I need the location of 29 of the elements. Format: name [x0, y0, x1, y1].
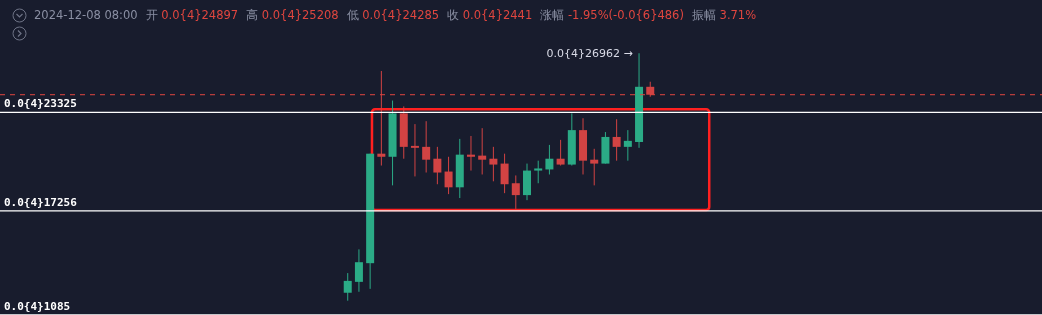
candlestick	[410, 123, 419, 177]
ref-line-label: 0.0{4}1085	[4, 300, 71, 313]
text: 高 0.0{4}25208	[246, 8, 339, 22]
candlestick	[478, 127, 487, 175]
candlestick	[489, 146, 498, 182]
candlestick	[377, 70, 386, 167]
candlestick	[612, 118, 621, 162]
candlestick	[343, 272, 352, 302]
candlestick	[500, 153, 509, 194]
candlestick	[545, 144, 554, 175]
candlestick	[422, 120, 431, 174]
ref-line-label: 0.0{4}17256	[4, 195, 78, 209]
candlestick	[444, 156, 453, 195]
annotation: 涨幅 -1.95%(-0.0{6}486)	[540, 8, 684, 22]
candlestick	[556, 139, 565, 167]
candlestick	[511, 174, 520, 210]
annotation: 收 0.0{4}2441	[447, 8, 533, 22]
candlestick	[354, 248, 363, 293]
text: 开 0.0{4}24897	[145, 8, 239, 22]
candlestick	[590, 148, 599, 186]
annotation: 0.0{4}26962 →	[546, 47, 633, 61]
candlestick	[534, 160, 543, 184]
text: 振幅 3.71%	[691, 8, 757, 22]
ref-line-label: 0.0{4}23325	[4, 97, 77, 111]
annotation: 低 0.0{4}24285	[346, 8, 440, 22]
text: 2024-12-08 08:00	[34, 8, 138, 23]
candlestick	[466, 135, 475, 172]
candlestick	[433, 146, 442, 185]
candlestick	[623, 129, 632, 162]
